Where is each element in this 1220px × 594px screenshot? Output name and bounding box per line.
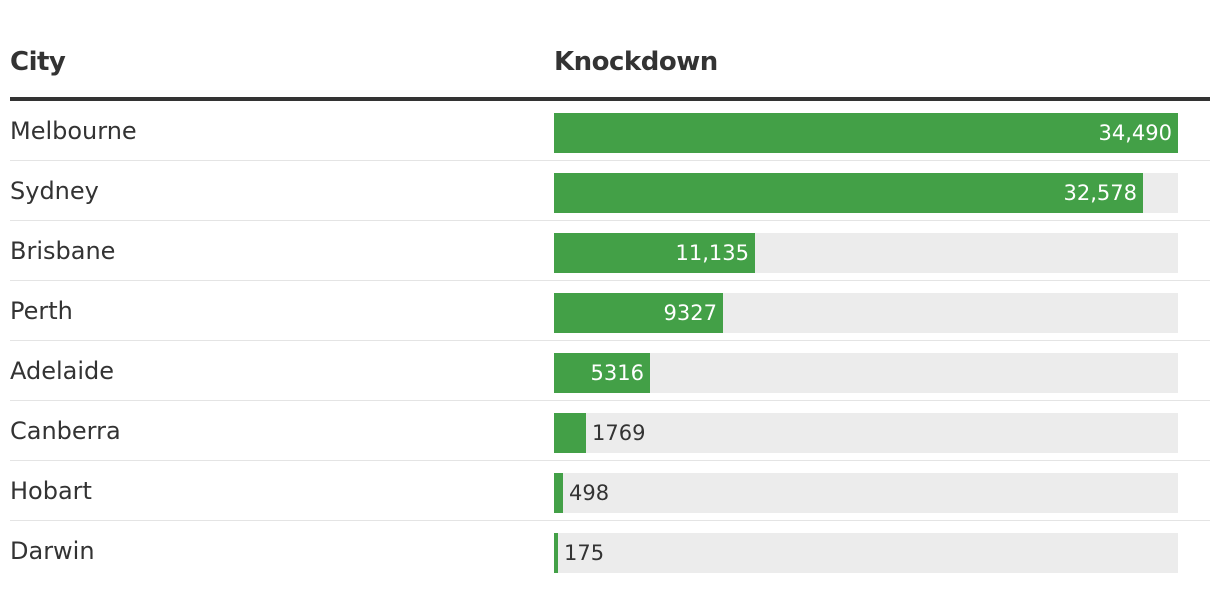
value-label: 11,135 [675, 241, 749, 265]
table-row: Melbourne 34,490 [10, 101, 1210, 161]
knockdown-bar [554, 233, 755, 273]
bar-track: 175 [554, 533, 1178, 573]
table-row: Adelaide 5316 [10, 341, 1210, 401]
value-label: 34,490 [1098, 121, 1172, 145]
value-label: 175 [564, 541, 605, 565]
bar-track: 5316 [554, 353, 1178, 393]
table-row: Perth 9327 [10, 281, 1210, 341]
bar-track: 1769 [554, 413, 1178, 453]
knockdown-bar [554, 113, 1178, 153]
city-label: Hobart [10, 477, 92, 505]
knockdown-table: City Knockdown Melbourne 34,490 Sydney 32,5… [10, 0, 1210, 581]
value-label: 9327 [663, 301, 717, 325]
bar-track: 11,135 [554, 233, 1178, 273]
knockdown-bar [554, 473, 563, 513]
value-label: 5316 [590, 361, 644, 385]
knockdown-bar [554, 533, 558, 573]
bar-track: 34,490 [554, 113, 1178, 153]
knockdown-bar [554, 293, 723, 333]
knockdown-bar [554, 413, 586, 453]
table-row: Hobart 498 [10, 461, 1210, 521]
city-label: Brisbane [10, 237, 116, 265]
city-label: Canberra [10, 417, 121, 445]
city-label: Darwin [10, 537, 95, 565]
value-label: 32,578 [1063, 181, 1137, 205]
column-header-knockdown: Knockdown [554, 47, 718, 77]
value-label: 498 [569, 481, 610, 505]
table-row: Sydney 32,578 [10, 161, 1210, 221]
column-header-city: City [10, 47, 66, 77]
knockdown-bar [554, 353, 650, 393]
knockdown-bar [554, 173, 1143, 213]
city-label: Sydney [10, 177, 99, 205]
city-label: Adelaide [10, 357, 115, 385]
table-row: Brisbane 11,135 [10, 221, 1210, 281]
city-label: Perth [10, 297, 73, 325]
table-row: Darwin 175 [10, 521, 1210, 581]
bar-track: 32,578 [554, 173, 1178, 213]
bar-track: 9327 [554, 293, 1178, 333]
value-label: 1769 [592, 421, 646, 445]
table-header: City Knockdown [10, 0, 1210, 101]
table-row: Canberra 1769 [10, 401, 1210, 461]
city-label: Melbourne [10, 117, 137, 145]
table-body: Melbourne 34,490 Sydney 32,578 Brisbane 11,13… [10, 101, 1210, 581]
bar-track: 498 [554, 473, 1178, 513]
